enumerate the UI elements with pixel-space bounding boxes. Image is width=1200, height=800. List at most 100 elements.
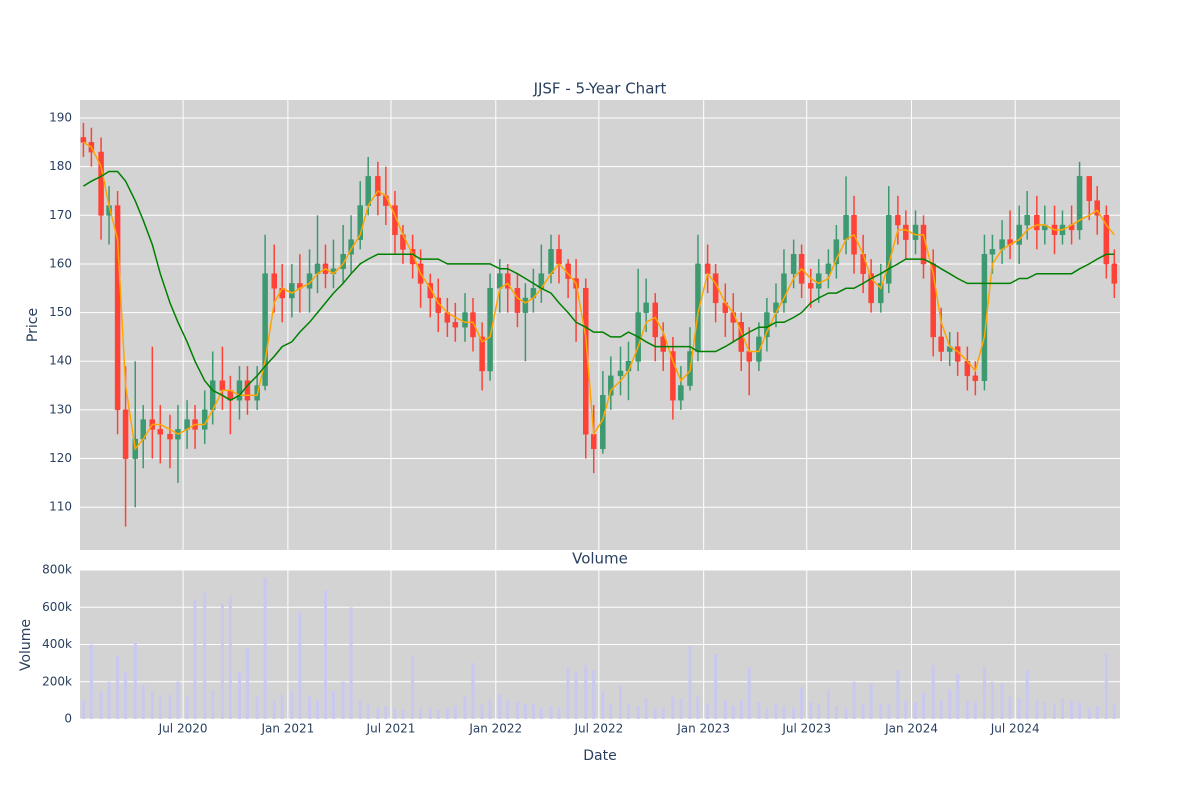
x-tick-label: Jan 2021 bbox=[260, 722, 314, 736]
volume-bar bbox=[349, 607, 353, 719]
candle-body bbox=[1076, 176, 1083, 231]
candle-body bbox=[365, 176, 371, 206]
volume-bar bbox=[531, 704, 535, 719]
volume-bar bbox=[1078, 702, 1082, 719]
volume-bar bbox=[601, 691, 605, 719]
volume-bar bbox=[255, 696, 259, 719]
y-tick-label: 200k bbox=[42, 674, 72, 688]
candle-body bbox=[815, 273, 822, 289]
volume-bar bbox=[436, 709, 440, 719]
volume-bar bbox=[800, 687, 804, 719]
volume-bar bbox=[973, 702, 977, 719]
volume-bar bbox=[1087, 707, 1091, 719]
volume-bar bbox=[220, 603, 224, 719]
volume-bar bbox=[714, 653, 718, 719]
volume-bar bbox=[124, 672, 128, 719]
candle-body bbox=[843, 215, 849, 240]
volume-bar bbox=[1043, 702, 1047, 719]
candle-body bbox=[522, 297, 529, 313]
y-tick-label: 150 bbox=[49, 305, 72, 319]
volume-bar bbox=[290, 691, 294, 719]
volume-bar bbox=[879, 704, 883, 719]
candle-body bbox=[608, 375, 614, 396]
volume-bar bbox=[480, 704, 484, 719]
candle-body bbox=[1094, 200, 1100, 216]
volume-bar bbox=[636, 705, 640, 719]
x-tick-label: Jan 2024 bbox=[884, 722, 938, 736]
volume-bar bbox=[887, 704, 891, 719]
volume-bar bbox=[280, 694, 284, 719]
volume-bar bbox=[826, 689, 830, 719]
volume-bar bbox=[506, 700, 510, 719]
y-tick-label: 160 bbox=[49, 256, 72, 270]
volume-bar bbox=[904, 700, 908, 719]
y-tick-label: 600k bbox=[42, 600, 72, 614]
x-tick-label: Jan 2022 bbox=[468, 722, 522, 736]
price-plot-area bbox=[80, 100, 1120, 550]
volume-bar bbox=[914, 702, 918, 719]
volume-bar bbox=[245, 648, 249, 719]
volume-bar bbox=[1008, 696, 1012, 719]
volume-bar bbox=[939, 700, 943, 719]
volume-bar bbox=[308, 696, 312, 719]
candle-body bbox=[114, 205, 121, 411]
volume-bar bbox=[792, 707, 796, 719]
candle-body bbox=[807, 283, 814, 289]
volume-bar bbox=[445, 707, 449, 719]
volume-bar bbox=[1053, 704, 1057, 719]
candle-body bbox=[452, 322, 459, 328]
volume-bar bbox=[515, 702, 519, 719]
volume-bar bbox=[471, 663, 475, 719]
candle-body bbox=[1016, 224, 1022, 245]
x-tick-label: Jul 2024 bbox=[990, 722, 1040, 736]
candle-body bbox=[746, 351, 752, 362]
x-axis-title: Date bbox=[583, 748, 616, 764]
x-tick-label: Jul 2020 bbox=[158, 722, 208, 736]
candle-body bbox=[590, 433, 597, 450]
volume-bar bbox=[263, 577, 267, 719]
volume-bar bbox=[809, 702, 813, 719]
candle-body bbox=[504, 273, 511, 289]
volume-bar bbox=[739, 700, 743, 719]
volume-bar bbox=[107, 681, 111, 719]
candle-body bbox=[825, 263, 832, 274]
candle-body bbox=[868, 273, 874, 304]
candle-body bbox=[409, 249, 416, 265]
volume-bar bbox=[592, 670, 596, 719]
y-tick-label: 170 bbox=[49, 208, 72, 222]
volume-bar bbox=[782, 705, 786, 719]
volume-bar bbox=[584, 664, 588, 719]
volume-bar bbox=[896, 670, 900, 719]
volume-bar bbox=[81, 700, 85, 719]
volume-bar bbox=[316, 700, 320, 719]
volume-bar bbox=[358, 700, 362, 719]
candle-body bbox=[487, 288, 493, 372]
volume-bar bbox=[965, 700, 969, 719]
volume-bar bbox=[731, 705, 735, 719]
candle-body bbox=[514, 288, 521, 313]
volume-bar bbox=[982, 666, 986, 719]
candle-body bbox=[348, 239, 354, 255]
volume-bar bbox=[453, 705, 457, 719]
candle-body bbox=[1034, 215, 1040, 231]
volume-bar bbox=[1025, 670, 1029, 719]
volume-bar bbox=[366, 704, 370, 719]
volume-bar bbox=[141, 685, 145, 719]
y-axis-title: Price bbox=[25, 308, 41, 342]
volume-bar bbox=[1070, 700, 1074, 719]
volume-bar bbox=[619, 685, 623, 719]
candle-body bbox=[122, 409, 129, 459]
volume-bar bbox=[922, 692, 926, 719]
y-tick-label: 110 bbox=[49, 500, 72, 514]
volume-bar bbox=[116, 655, 120, 719]
candle-body bbox=[704, 263, 711, 274]
candle-body bbox=[556, 249, 562, 265]
x-tick-label: Jan 2023 bbox=[676, 722, 730, 736]
volume-bar bbox=[411, 655, 415, 719]
volume-bar bbox=[817, 704, 821, 719]
volume-bar bbox=[463, 696, 467, 719]
candle-body bbox=[479, 336, 485, 372]
volume-bar bbox=[428, 707, 432, 719]
volume-bar bbox=[1035, 700, 1039, 719]
volume-bar bbox=[176, 681, 180, 719]
